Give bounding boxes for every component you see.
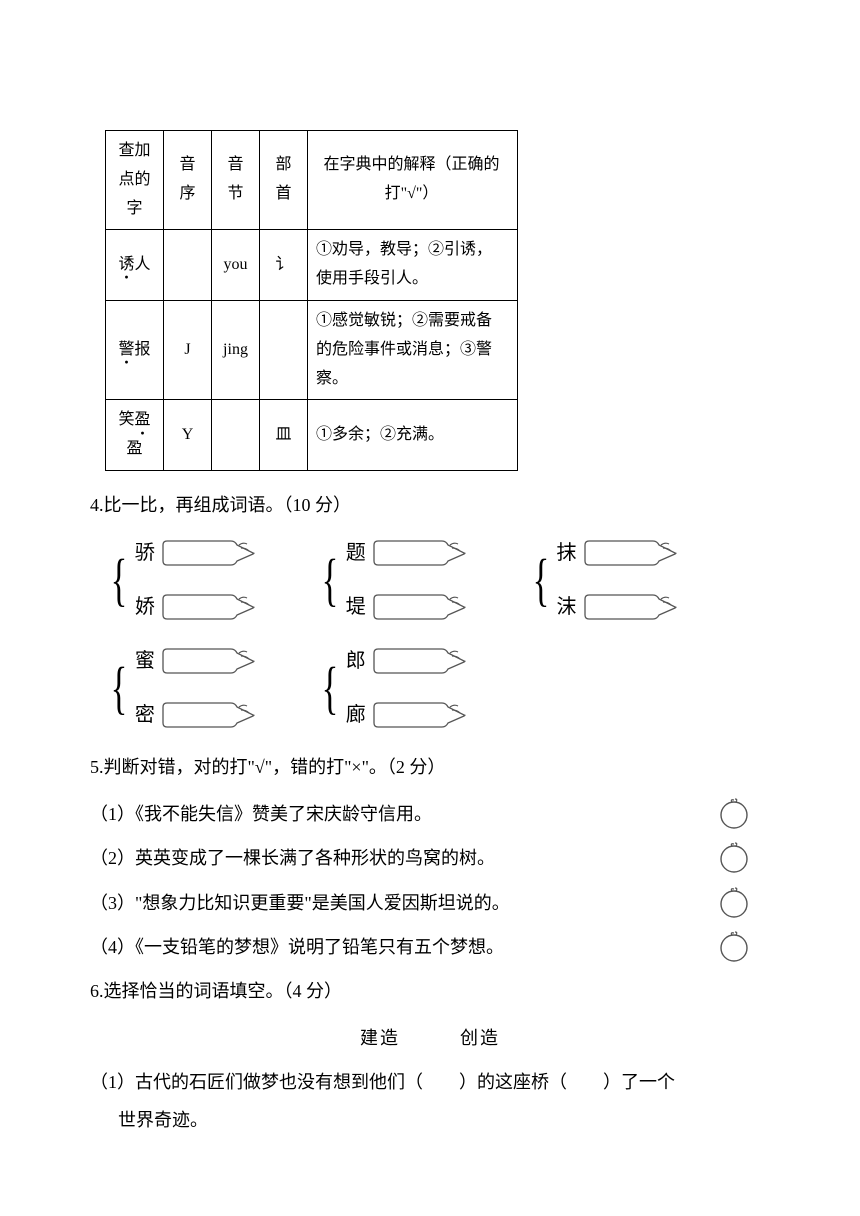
judge-text: （3）"想象力比知识更重要"是美国人爱因斯坦说的。 xyxy=(90,887,718,919)
word-cell: 诱人 xyxy=(106,230,164,301)
judge-text: （2）英英变成了一棵长满了各种形状的鸟窝的树。 xyxy=(90,842,718,874)
char-line: 题 xyxy=(346,535,467,571)
yinxu-cell: J xyxy=(164,300,212,399)
answer-circle[interactable] xyxy=(718,798,750,830)
answer-box[interactable] xyxy=(583,539,678,567)
answer-box[interactable] xyxy=(161,539,256,567)
char-line: 郎 xyxy=(346,643,467,679)
word-pair: {题堤 xyxy=(316,535,467,625)
answer-box[interactable] xyxy=(372,539,467,567)
q6-sentence-b: 世界奇迹。 xyxy=(90,1104,770,1136)
char-label: 郎 xyxy=(346,643,368,679)
yinxu-cell[interactable] xyxy=(164,230,212,301)
char-label: 骄 xyxy=(135,535,157,571)
char-line: 抹 xyxy=(557,535,678,571)
dictionary-table: 查加点的字 音序 音节 部首 在字典中的解释（正确的打"√"） 诱人 you 讠… xyxy=(105,130,518,471)
def-cell[interactable]: ①多余；②充满。 xyxy=(308,400,518,471)
word-pair: {郎廊 xyxy=(316,643,467,733)
table-row: 笑盈盈 Y 皿 ①多余；②充满。 xyxy=(106,400,518,471)
judge-item: （1）《我不能失信》赞美了宋庆龄守信用。 xyxy=(90,798,770,830)
q6-sentence-a[interactable]: （1）古代的石匠们做梦也没有想到他们（ ）的这座桥（ ）了一个 xyxy=(90,1066,770,1098)
char-label: 沫 xyxy=(557,589,579,625)
yinjie-cell: jing xyxy=(212,300,260,399)
char-line: 沫 xyxy=(557,589,678,625)
q4-word-groups: {骄娇{题堤{抹沫 {蜜密{郎廊 xyxy=(105,535,770,733)
brace-icon: { xyxy=(321,545,338,615)
def-cell[interactable]: ①劝导，教导；②引诱，使用手段引人。 xyxy=(308,230,518,301)
char-line: 密 xyxy=(135,697,256,733)
word-row: {骄娇{题堤{抹沫 xyxy=(105,535,770,625)
char-label: 蜜 xyxy=(135,643,157,679)
char-label: 抹 xyxy=(557,535,579,571)
word-pair: {抹沫 xyxy=(527,535,678,625)
char-label: 廊 xyxy=(346,697,368,733)
q4-title: 4.比一比，再组成词语。（10 分） xyxy=(90,489,770,521)
bushou-cell: 讠 xyxy=(260,230,308,301)
word-cell: 警报 xyxy=(106,300,164,399)
answer-box[interactable] xyxy=(372,701,467,729)
char-label: 题 xyxy=(346,535,368,571)
brace-icon: { xyxy=(532,545,549,615)
brace-icon: { xyxy=(321,653,338,723)
brace-icon: { xyxy=(111,545,128,615)
word-pair: {骄娇 xyxy=(105,535,256,625)
judge-item: （2）英英变成了一棵长满了各种形状的鸟窝的树。 xyxy=(90,842,770,874)
header-bushou: 部首 xyxy=(260,131,308,230)
header-def: 在字典中的解释（正确的打"√"） xyxy=(308,131,518,230)
answer-circle[interactable] xyxy=(718,931,750,963)
word-row: {蜜密{郎廊 xyxy=(105,643,770,733)
def-cell[interactable]: ①感觉敏锐；②需要戒备的危险事件或消息；③警察。 xyxy=(308,300,518,399)
word-cell: 笑盈盈 xyxy=(106,400,164,471)
q6-words: 建造 创造 xyxy=(90,1022,770,1054)
judge-item: （3）"想象力比知识更重要"是美国人爱因斯坦说的。 xyxy=(90,887,770,919)
yinxu-cell: Y xyxy=(164,400,212,471)
bushou-cell: 皿 xyxy=(260,400,308,471)
char-line: 堤 xyxy=(346,589,467,625)
answer-box[interactable] xyxy=(161,593,256,621)
judge-item: （4）《一支铅笔的梦想》说明了铅笔只有五个梦想。 xyxy=(90,931,770,963)
char-label: 密 xyxy=(135,697,157,733)
judge-text: （1）《我不能失信》赞美了宋庆龄守信用。 xyxy=(90,798,718,830)
q5-title: 5.判断对错，对的打"√"，错的打"×"。（2 分） xyxy=(90,751,770,783)
header-yinjie: 音节 xyxy=(212,131,260,230)
char-line: 蜜 xyxy=(135,643,256,679)
char-line: 骄 xyxy=(135,535,256,571)
table-row: 诱人 you 讠 ①劝导，教导；②引诱，使用手段引人。 xyxy=(106,230,518,301)
header-yinxu: 音序 xyxy=(164,131,212,230)
char-line: 娇 xyxy=(135,589,256,625)
char-line: 廊 xyxy=(346,697,467,733)
answer-box[interactable] xyxy=(583,593,678,621)
char-label: 堤 xyxy=(346,589,368,625)
q5-list: （1）《我不能失信》赞美了宋庆龄守信用。 （2）英英变成了一棵长满了各种形状的鸟窝… xyxy=(90,798,770,964)
yinjie-cell[interactable] xyxy=(212,400,260,471)
brace-icon: { xyxy=(111,653,128,723)
answer-box[interactable] xyxy=(161,701,256,729)
answer-box[interactable] xyxy=(161,647,256,675)
answer-circle[interactable] xyxy=(718,842,750,874)
yinjie-cell: you xyxy=(212,230,260,301)
bushou-cell[interactable] xyxy=(260,300,308,399)
table-row: 警报 J jing ①感觉敏锐；②需要戒备的危险事件或消息；③警察。 xyxy=(106,300,518,399)
header-char: 查加点的字 xyxy=(106,131,164,230)
table-header-row: 查加点的字 音序 音节 部首 在字典中的解释（正确的打"√"） xyxy=(106,131,518,230)
answer-box[interactable] xyxy=(372,647,467,675)
answer-box[interactable] xyxy=(372,593,467,621)
answer-circle[interactable] xyxy=(718,887,750,919)
char-label: 娇 xyxy=(135,589,157,625)
word-pair: {蜜密 xyxy=(105,643,256,733)
q6-title: 6.选择恰当的词语填空。（4 分） xyxy=(90,975,770,1007)
judge-text: （4）《一支铅笔的梦想》说明了铅笔只有五个梦想。 xyxy=(90,931,718,963)
